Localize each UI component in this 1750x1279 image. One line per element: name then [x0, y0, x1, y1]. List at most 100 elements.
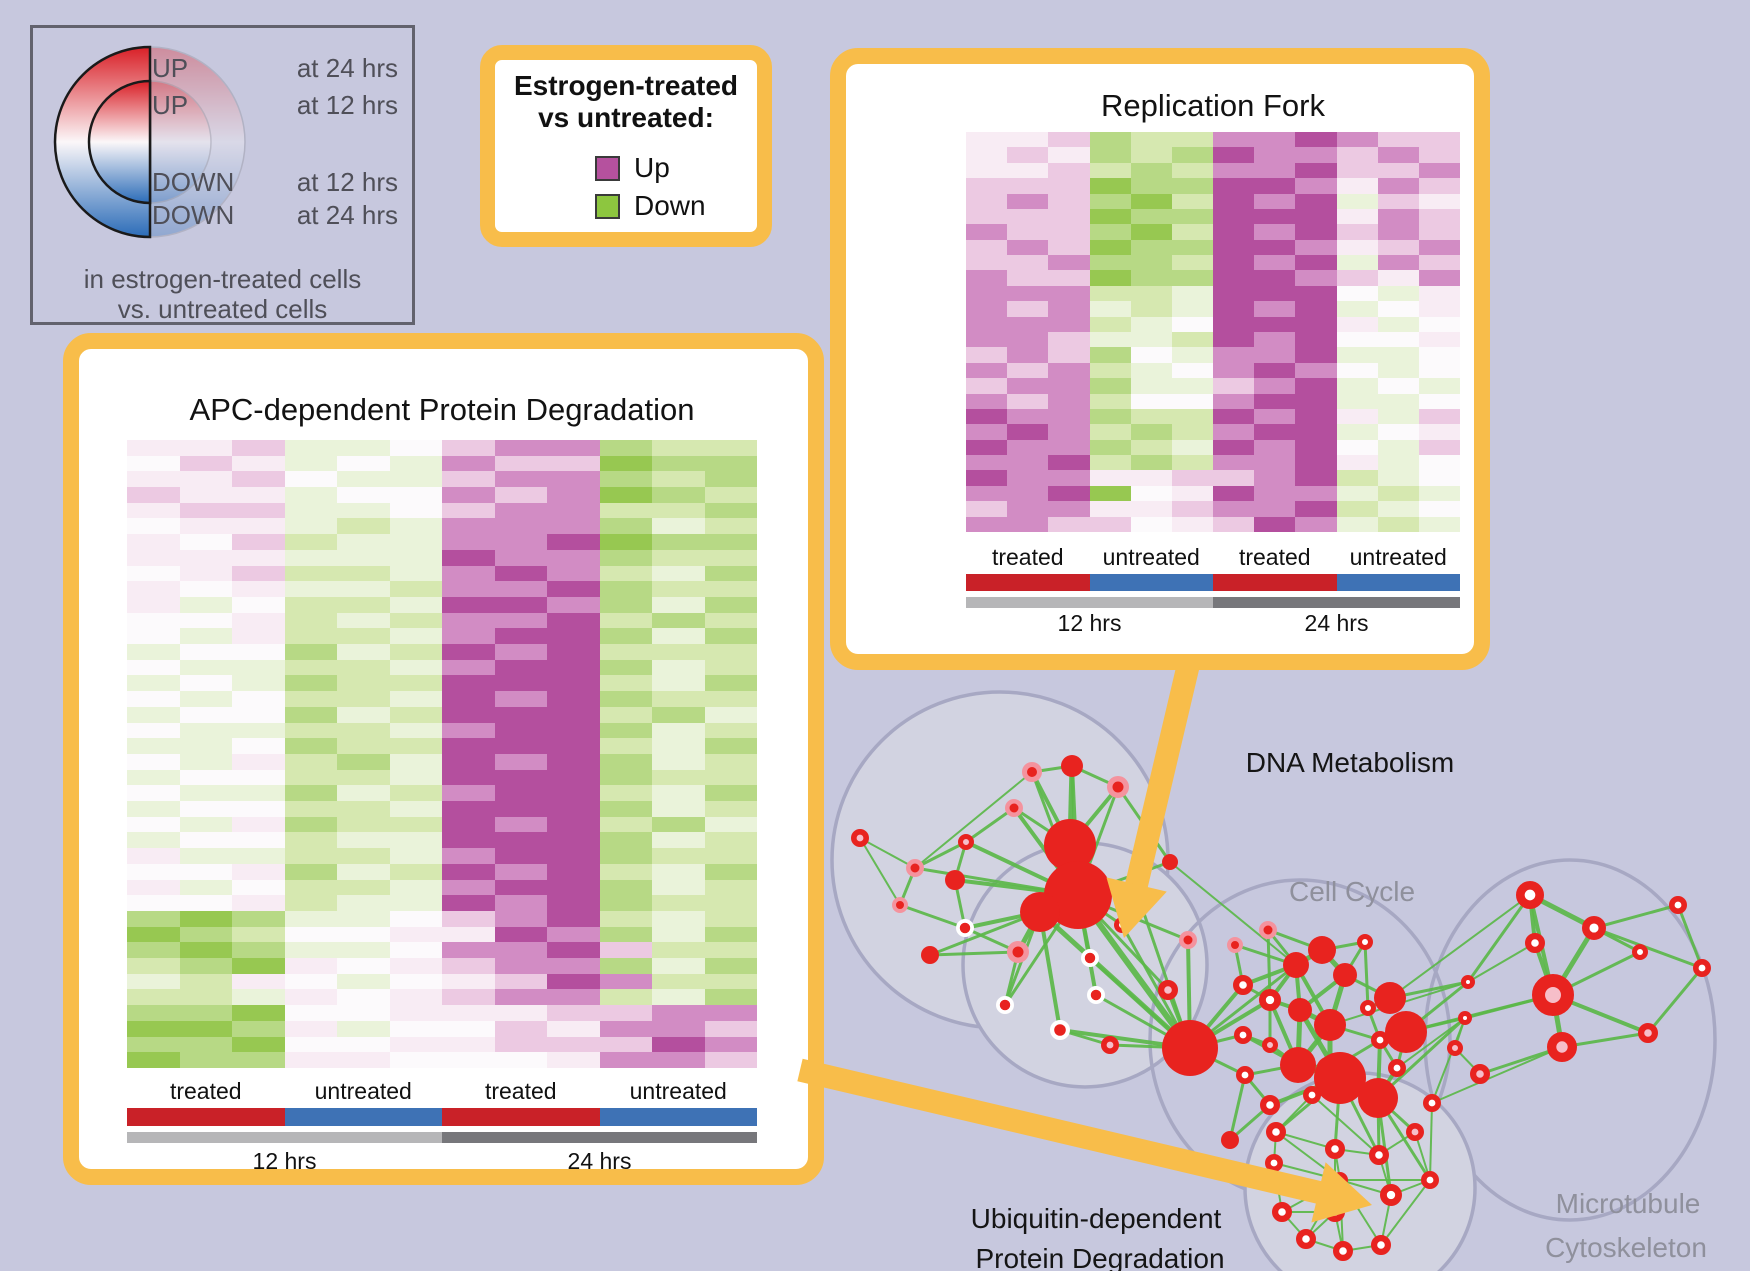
heatmap-cell [1213, 362, 1255, 379]
heatmap-cell [1130, 239, 1172, 256]
heatmap-cell [232, 691, 285, 707]
heatmap-cell [1089, 255, 1131, 271]
heatmap-cell [704, 534, 757, 550]
network-node [1385, 1011, 1427, 1053]
heatmap-cell [1171, 132, 1213, 148]
heatmap-cell [704, 596, 757, 613]
ring-inner-left-half [87, 79, 152, 205]
network-edge [1059, 1028, 1111, 1047]
network-node [1388, 1059, 1407, 1078]
time-bar [127, 1132, 442, 1143]
heatmap-cell [389, 989, 442, 1006]
heatmap-cell [1418, 408, 1460, 425]
heatmap-cell [284, 487, 337, 503]
heatmap-cell [494, 518, 547, 535]
heatmap-cell [337, 816, 390, 833]
heatmap-cell [1213, 270, 1255, 286]
heatmap-cell [337, 612, 390, 629]
network-node [1637, 1022, 1658, 1043]
heatmap-cell [1171, 331, 1213, 348]
network-edge [1275, 1076, 1341, 1134]
heatmap-cell [284, 1005, 337, 1021]
network-node [1423, 1094, 1442, 1113]
heatmap-cell [547, 549, 600, 566]
network-edge [1431, 1046, 1563, 1104]
heatmap-cell [232, 738, 285, 754]
heatmap-cell [599, 926, 652, 943]
heatmap-cell [704, 628, 757, 645]
heatmap-cell [337, 455, 390, 472]
network-edge [1169, 861, 1297, 966]
ring-row-down24: DOWN at 24 hrs [152, 200, 398, 230]
heatmap-cell [547, 926, 600, 943]
heatmap-cell [1418, 301, 1460, 317]
network-edge [1378, 1154, 1392, 1196]
heatmap-cell [1171, 455, 1213, 471]
heatmap-cell [494, 753, 547, 770]
heatmap-cell [179, 973, 232, 990]
network-edge [1593, 926, 1641, 954]
heatmap-cell [1089, 208, 1131, 225]
heatmap-cell [494, 502, 547, 519]
heatmap-cell [1089, 147, 1131, 163]
heatmap-cell [652, 989, 705, 1006]
heatmap-cell [1336, 439, 1378, 456]
cluster-dna-metabolism [830, 690, 1170, 1030]
network-edge [1269, 998, 1301, 1012]
network-edge [1321, 940, 1366, 952]
heatmap-cell [389, 942, 442, 959]
network-edge [1242, 1033, 1299, 1067]
network-edge [1376, 1016, 1467, 1100]
network-edge [1269, 1076, 1341, 1107]
heatmap-cell [1418, 501, 1460, 517]
heatmap-cell [704, 958, 757, 974]
rf-time-bars [966, 597, 1460, 608]
network-edge [1454, 1017, 1466, 1049]
heatmap-cell [179, 769, 232, 786]
heatmap-cell [652, 942, 705, 959]
network-edge [1405, 993, 1554, 1034]
heatmap-cell [1130, 347, 1172, 363]
heatmap-cell [284, 848, 337, 864]
network-node [1157, 979, 1178, 1000]
heatmap-cell [127, 926, 180, 943]
network-edge [1012, 806, 1080, 897]
heatmap-cell [1377, 408, 1419, 425]
network-edge [1076, 893, 1170, 992]
heatmap-cell [232, 612, 285, 629]
heatmap-cell [1418, 239, 1460, 256]
heatmap-cell [1254, 208, 1296, 225]
heatmap-cell [1418, 224, 1460, 240]
network-edge [1188, 998, 1272, 1050]
heatmap-cell [1418, 362, 1460, 379]
network-edge [1003, 951, 1020, 1006]
heatmap-cell [337, 989, 390, 1006]
network-edge [1038, 910, 1192, 1050]
heatmap-cell [389, 502, 442, 519]
heatmap-cell [389, 596, 442, 613]
network-node [1632, 944, 1648, 960]
heatmap-cell [1254, 193, 1296, 209]
network-node [1358, 1078, 1398, 1118]
heatmap-cell [1213, 455, 1255, 471]
heatmap-cell [442, 691, 495, 707]
heatmap-cell [1295, 470, 1337, 486]
heatmap-cell [337, 644, 390, 660]
heatmap-cell [652, 549, 705, 566]
heatmap-cell [1254, 285, 1296, 302]
heatmap-cell [1336, 162, 1378, 179]
heatmap-cell [1377, 239, 1419, 256]
heatmap-cell [284, 801, 337, 817]
heatmap-cell [1048, 193, 1090, 209]
color-legend-box: Estrogen-treated vs untreated: Up Down [480, 45, 772, 247]
heatmap-cell [284, 644, 337, 660]
heatmap-cell [337, 926, 390, 943]
network-node [1669, 895, 1688, 914]
heatmap-cell [389, 644, 442, 660]
network-node [1303, 1086, 1322, 1105]
heatmap-cell [442, 565, 495, 582]
heatmap-cell [599, 910, 652, 927]
network-edge [1297, 1062, 1331, 1073]
label-dna-metabolism: DNA Metabolism [1246, 747, 1455, 778]
network-edge [1234, 943, 1297, 967]
